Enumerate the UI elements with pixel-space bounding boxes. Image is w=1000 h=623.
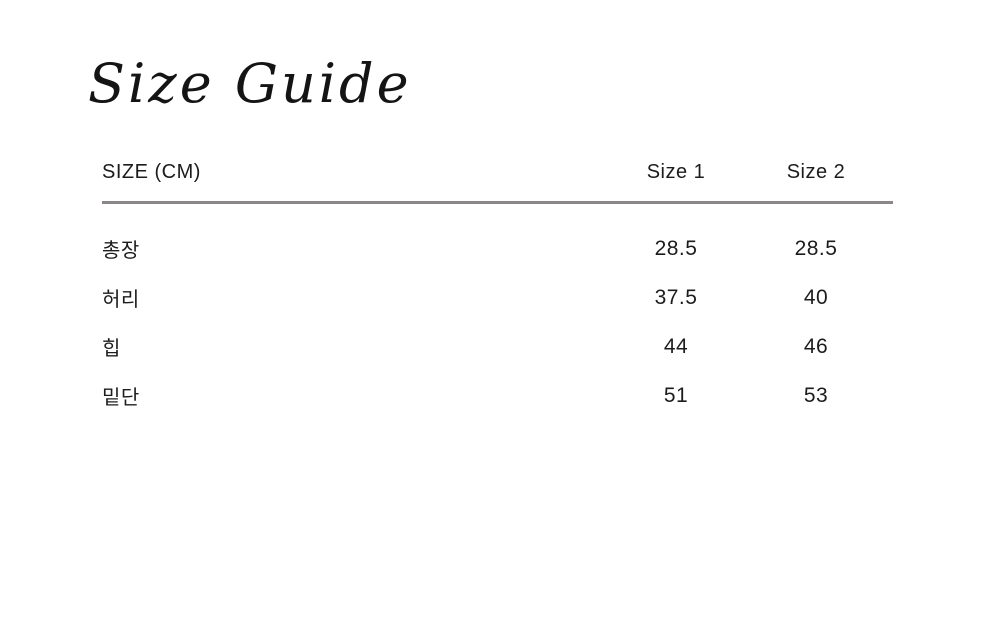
page-title: Size Guide	[88, 52, 412, 115]
row-value-size2: 53	[803, 383, 829, 407]
size-table-body: 총장 28.5 28.5 허리 37.5 40 힙 44 46 밑단 51 53	[102, 224, 893, 420]
row-label-waist: 허리	[102, 289, 140, 311]
header-divider-line	[102, 201, 893, 204]
table-row: 힙 44 46	[102, 322, 893, 371]
row-label-total-length: 총장	[102, 240, 140, 262]
table-row: 총장 28.5 28.5	[102, 224, 893, 273]
size-table: SIZE (CM) Size 1 Size 2 총장 28.5 28.5 허리 …	[102, 161, 893, 420]
header-size-1: Size 1	[646, 161, 706, 183]
row-value-size2: 46	[803, 334, 829, 358]
row-value-size1: 51	[663, 383, 689, 407]
table-row: 밑단 51 53	[102, 371, 893, 420]
row-value-size2: 40	[803, 285, 829, 309]
size-table-header-row: SIZE (CM) Size 1 Size 2	[102, 161, 893, 184]
table-row: 허리 37.5 40	[102, 273, 893, 322]
row-value-size1: 44	[663, 334, 689, 358]
row-value-size2: 28.5	[794, 236, 838, 260]
row-value-size1: 28.5	[654, 236, 698, 260]
row-value-size1: 37.5	[654, 285, 698, 309]
row-label-hem: 밑단	[102, 387, 140, 409]
header-size-cm-label: SIZE (CM)	[102, 161, 201, 183]
header-size-2: Size 2	[786, 161, 846, 183]
row-label-hip: 힙	[102, 338, 121, 360]
